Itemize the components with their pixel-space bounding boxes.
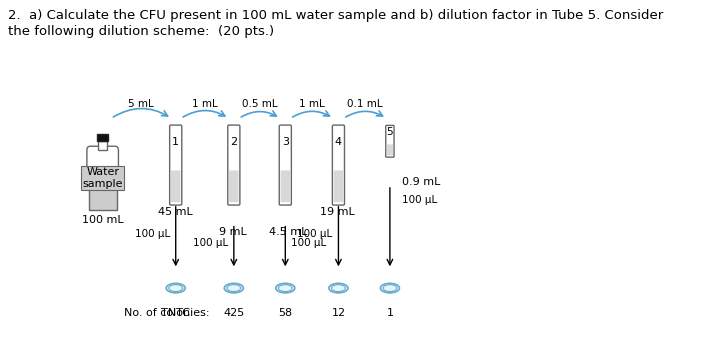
Text: 3: 3 (282, 137, 289, 147)
Text: 100 μL: 100 μL (135, 229, 170, 239)
FancyBboxPatch shape (89, 180, 117, 210)
Text: 100 mL: 100 mL (82, 215, 124, 225)
Text: 12: 12 (331, 308, 345, 318)
Text: 1 mL: 1 mL (192, 99, 218, 108)
FancyBboxPatch shape (387, 145, 393, 155)
FancyBboxPatch shape (279, 125, 291, 205)
FancyBboxPatch shape (333, 125, 344, 205)
Text: 9 mL: 9 mL (219, 226, 247, 237)
Bar (97, 134, 108, 141)
FancyBboxPatch shape (386, 125, 394, 157)
Text: 100 μL: 100 μL (401, 195, 437, 205)
Text: 58: 58 (278, 308, 292, 318)
Text: Water
sample: Water sample (82, 167, 123, 189)
Text: 1: 1 (387, 308, 394, 318)
Ellipse shape (380, 284, 399, 293)
Ellipse shape (166, 284, 186, 293)
Text: 0.1 mL: 0.1 mL (347, 99, 383, 108)
Text: 19 mL: 19 mL (321, 207, 355, 217)
Text: 2.  a) Calculate the CFU present in 100 mL water sample and b) dilution factor i: 2. a) Calculate the CFU present in 100 m… (8, 9, 663, 22)
Text: 4: 4 (335, 137, 342, 147)
FancyBboxPatch shape (229, 170, 238, 202)
Ellipse shape (329, 284, 348, 293)
Text: 5 mL: 5 mL (129, 99, 154, 108)
Text: 0.5 mL: 0.5 mL (242, 99, 278, 108)
Text: 425: 425 (224, 308, 245, 318)
Text: 100 μL: 100 μL (297, 229, 333, 239)
FancyBboxPatch shape (169, 125, 182, 205)
FancyBboxPatch shape (87, 146, 118, 184)
Bar (98, 141, 108, 150)
Ellipse shape (224, 284, 243, 293)
FancyBboxPatch shape (280, 170, 290, 202)
Text: 4.5 mL: 4.5 mL (269, 226, 308, 237)
Text: 100 μL: 100 μL (291, 238, 326, 248)
Text: 0.9 mL: 0.9 mL (402, 177, 441, 187)
Text: 45 mL: 45 mL (157, 207, 192, 217)
Text: 2: 2 (231, 137, 238, 147)
Text: No. of colonies:: No. of colonies: (124, 308, 209, 318)
Text: 1 mL: 1 mL (299, 99, 325, 108)
Ellipse shape (276, 284, 295, 293)
Text: 1: 1 (172, 137, 179, 147)
FancyBboxPatch shape (171, 170, 181, 202)
Text: TNTC: TNTC (161, 308, 191, 318)
FancyBboxPatch shape (334, 170, 343, 202)
Text: the following dilution scheme:  (20 pts.): the following dilution scheme: (20 pts.) (8, 25, 274, 38)
FancyBboxPatch shape (228, 125, 240, 205)
Text: 5: 5 (387, 127, 393, 137)
Text: 100 μL: 100 μL (193, 238, 228, 248)
